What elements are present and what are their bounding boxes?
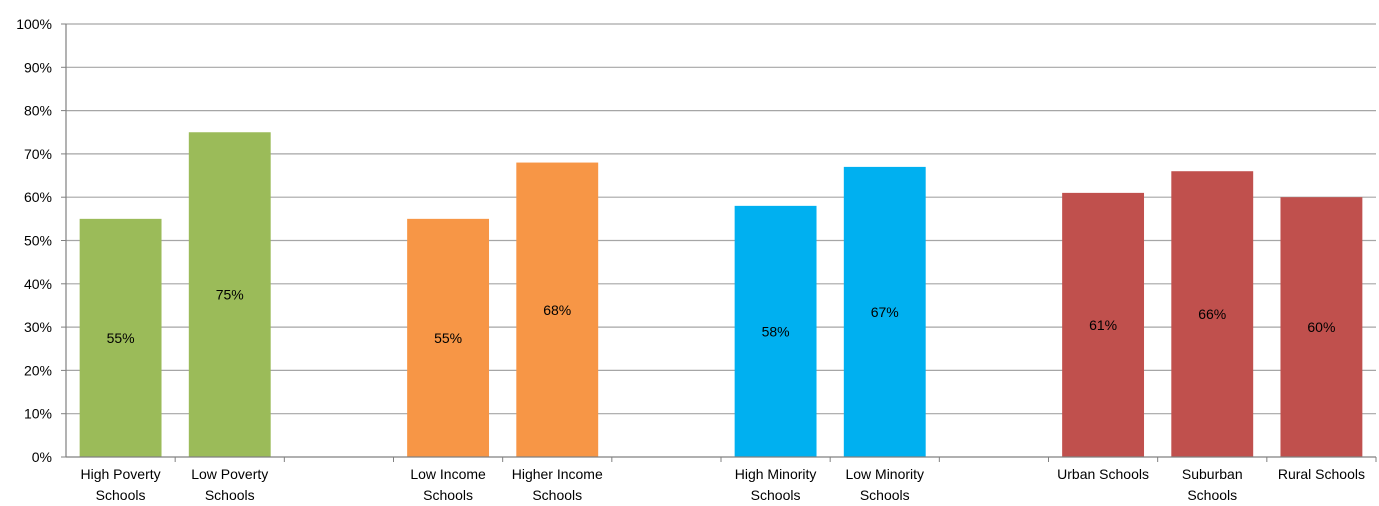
y-tick-label: 0%	[32, 449, 52, 465]
y-tick-label: 90%	[24, 59, 52, 75]
bar-value-label: 60%	[1307, 319, 1335, 335]
bar	[188, 132, 271, 457]
category-label-line2: Schools	[205, 487, 255, 503]
bar-value-label: 68%	[543, 302, 571, 318]
bar-value-label: 66%	[1198, 306, 1226, 322]
bar-value-label: 61%	[1089, 317, 1117, 333]
bar	[407, 218, 490, 457]
category-label: Higher Income	[512, 466, 603, 482]
y-tick-label: 30%	[24, 319, 52, 335]
gridlines	[66, 23, 1376, 415]
x-axis-category-labels: High Poverty Schools Low Poverty Schools Low…	[81, 466, 1365, 503]
y-tick-label: 50%	[24, 233, 52, 249]
y-tick-label: 70%	[24, 146, 52, 162]
y-tick-label: 40%	[24, 276, 52, 292]
category-label: Urban Schools	[1057, 466, 1149, 482]
category-label: Low Poverty	[191, 466, 268, 482]
y-tick-label: 60%	[24, 189, 52, 205]
category-label-line2: Schools	[1187, 487, 1237, 503]
bar	[516, 162, 599, 457]
bar	[1280, 197, 1363, 457]
category-label-line2: Schools	[751, 487, 801, 503]
category-label-line2: Schools	[96, 487, 146, 503]
category-label-line2: Schools	[860, 487, 910, 503]
bar-value-label: 75%	[216, 287, 244, 303]
bar	[843, 166, 926, 457]
category-label-line2: Schools	[423, 487, 473, 503]
bar-value-label: 67%	[871, 304, 899, 320]
category-label-line2: Schools	[532, 487, 582, 503]
bar-value-label: 55%	[107, 330, 135, 346]
bars	[79, 132, 1363, 457]
y-tick-label: 80%	[24, 103, 52, 119]
bar	[1171, 171, 1254, 457]
bar	[79, 218, 162, 457]
category-label: High Minority	[735, 466, 817, 482]
data-labels: 55% 75% 55% 68% 58% 67% 61% 66% 60%	[107, 287, 1336, 346]
y-tick-label: 100%	[16, 16, 52, 32]
category-label: Suburban	[1182, 466, 1243, 482]
category-label: Rural Schools	[1278, 466, 1365, 482]
category-label: Low Minority	[845, 466, 924, 482]
bar-value-label: 55%	[434, 330, 462, 346]
bar	[1062, 192, 1145, 457]
y-tick-label: 10%	[24, 406, 52, 422]
bar-value-label: 58%	[762, 323, 790, 339]
y-tick-label: 20%	[24, 362, 52, 378]
axes	[61, 23, 1377, 462]
category-label: High Poverty	[81, 466, 161, 482]
category-label: Low Income	[410, 466, 486, 482]
bar	[734, 205, 817, 457]
y-axis-tick-labels: 0% 10% 20% 30% 40% 50% 60% 70% 80% 90% 100%	[16, 16, 52, 465]
